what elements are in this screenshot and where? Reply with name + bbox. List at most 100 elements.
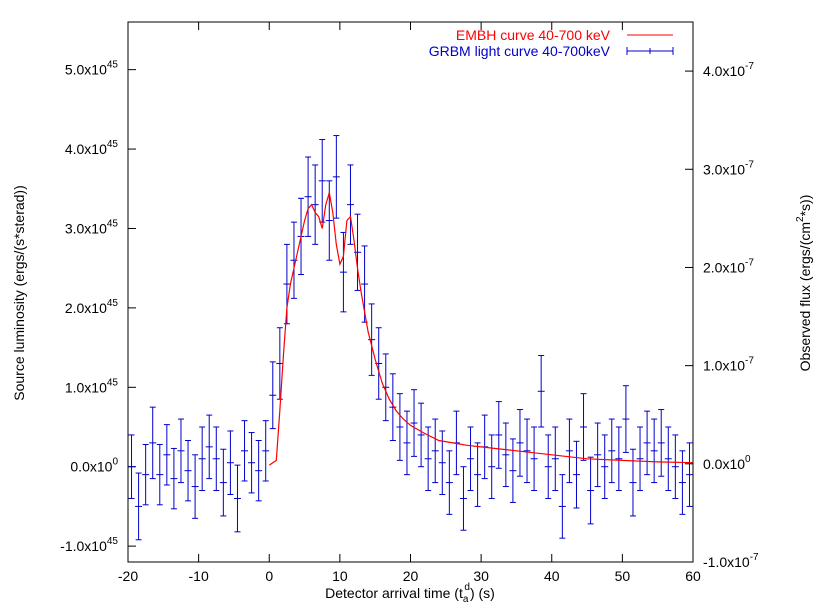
grbm-errorbar-point — [664, 426, 672, 492]
x-tick-label: 50 — [615, 568, 631, 584]
grbm-errorbar-point — [445, 450, 453, 515]
grbm-errorbar-point — [431, 418, 439, 484]
grbm-errorbar-point — [396, 393, 404, 461]
grbm-errorbar-point — [643, 410, 651, 476]
grbm-errorbar-point — [516, 409, 524, 477]
y-right-tick-label: -1.0x10-7 — [703, 552, 759, 570]
grbm-errorbar-point — [233, 464, 241, 533]
x-tick-label: 40 — [544, 568, 560, 584]
grbm-errorbar-point — [142, 443, 150, 506]
grbm-errorbar-point — [580, 393, 588, 461]
grbm-errorbar-point — [149, 406, 157, 480]
grbm-errorbar-point — [417, 402, 425, 468]
x-tick-label: 20 — [403, 568, 419, 584]
grbm-errorbar-point — [339, 231, 347, 313]
grbm-errorbar-point — [537, 355, 545, 428]
grbm-errorbar-point — [170, 447, 178, 510]
grbm-errorbar-point — [184, 440, 192, 502]
y-left-tick-label: -1.0x1045 — [60, 536, 118, 554]
x-tick-label: 10 — [332, 568, 348, 584]
y-left-tick-label: 5.0x1045 — [65, 60, 119, 78]
legend: EMBH curve 40-700 keV GRBM light curve 4… — [429, 27, 674, 59]
grbm-errorbar-point — [290, 221, 298, 299]
plot-frame — [127, 21, 694, 563]
y-left-tick-label: 3.0x1045 — [65, 218, 119, 236]
grbm-errorbar-point — [191, 454, 199, 519]
grbm-errorbar-point — [128, 434, 136, 499]
grbm-errorbar-point — [262, 420, 270, 482]
grbm-errorbar-point — [488, 434, 496, 499]
grbm-errorbar-point — [389, 373, 397, 441]
grbm-errorbar-point — [622, 385, 630, 453]
x-tick-label: 30 — [473, 568, 489, 584]
y-left-tick-label: 4.0x1045 — [65, 139, 119, 157]
grbm-errorbar-point — [509, 438, 517, 503]
grbm-errorbar-point — [311, 164, 319, 245]
legend-entry-grbm: GRBM light curve 40-700keV — [429, 43, 611, 59]
grbm-errorbar-point — [551, 426, 559, 492]
grbm-errorbar-point — [558, 474, 566, 539]
grbm-errorbar-point — [163, 424, 171, 486]
embh-curve-line — [268, 192, 694, 466]
ticks-layer — [127, 22, 694, 563]
grbm-errorbar-point — [205, 414, 213, 480]
grbm-errorbar-point — [530, 426, 538, 492]
grbm-errorbar-point — [276, 327, 284, 400]
grbm-errorbar-point — [671, 434, 679, 499]
grbm-errorbar-point — [304, 156, 312, 237]
grbm-errorbar-point — [657, 409, 665, 477]
grbm-errorbar-point — [685, 442, 693, 507]
grbm-errorbar-point — [678, 450, 686, 515]
grbm-errorbar-point — [424, 426, 432, 492]
grbm-errorbar-point — [156, 443, 164, 506]
grbm-errorbar-point — [255, 440, 263, 502]
y-right-tick-label: 0.0x100 — [703, 454, 751, 472]
y-right-tick-label: 4.0x10-7 — [703, 61, 754, 79]
grbm-errorbar-point — [219, 448, 227, 517]
x-tick-label: 0 — [265, 568, 273, 584]
grbm-errorbar-point — [248, 432, 256, 494]
grbm-errorbar-point — [572, 440, 580, 509]
grbm-errorbar-point — [474, 442, 482, 507]
grbm-errorbar-point — [226, 430, 234, 495]
grbm-errorbar-point — [368, 303, 376, 376]
grbm-errorbar-point — [650, 418, 658, 484]
grbm-errorbar-point — [346, 164, 354, 245]
grbm-errorbar-point — [608, 418, 616, 484]
grbm-errorbar-point — [523, 418, 531, 484]
grbm-errorbar-point — [495, 401, 503, 469]
grbm-errorbar-point — [269, 361, 277, 430]
grbm-errorbar-point — [629, 448, 637, 517]
y-axis-right-label: Observed flux (ergs/(cm2*s)) — [795, 195, 813, 372]
grbm-errorbar-point — [410, 389, 418, 457]
grbm-errorbar-point — [636, 426, 644, 492]
grbm-errorbar-point — [241, 420, 249, 482]
x-tick-label: -20 — [118, 568, 138, 584]
grbm-errorbar-point — [587, 456, 595, 525]
x-axis-label: Detector arrival time (tad) (s) — [325, 582, 495, 605]
grbm-errorbar-point — [459, 466, 467, 531]
grbm-errorbar-point — [594, 422, 602, 488]
grbm-errorbar-point — [615, 426, 623, 492]
y-right-tick-label: 3.0x10-7 — [703, 159, 754, 177]
grbm-errorbar-point — [177, 418, 185, 484]
grbm-errorbar-point — [382, 353, 390, 422]
legend-entry-embh: EMBH curve 40-700 keV — [456, 27, 611, 43]
y-left-tick-label: 0.0x100 — [70, 457, 118, 475]
series-layer — [128, 135, 694, 541]
grbm-errorbar-point — [601, 434, 609, 499]
tick-labels-layer: -20 -10 0 10 20 30 40 50 60 -1.0x1045 0.0x100 1.0x1… — [60, 60, 759, 584]
grbm-errorbar-point — [332, 135, 340, 219]
y-right-tick-label: 1.0x10-7 — [703, 356, 754, 374]
grbm-errorbar-point — [565, 418, 573, 484]
y-left-tick-label: 2.0x1045 — [65, 298, 119, 316]
y-left-tick-label: 1.0x1045 — [65, 377, 119, 395]
grbm-errorbar-point — [212, 426, 220, 492]
grbm-errorbar-point — [467, 426, 475, 492]
grbm-errorbar-point — [135, 472, 143, 541]
y-right-tick-label: 2.0x10-7 — [703, 257, 754, 275]
grbm-errorbar-point — [198, 426, 206, 492]
grbm-errorbar-point — [502, 422, 510, 488]
y-axis-left-label: Source luminosity (ergs/(s*sterad)) — [11, 185, 27, 401]
